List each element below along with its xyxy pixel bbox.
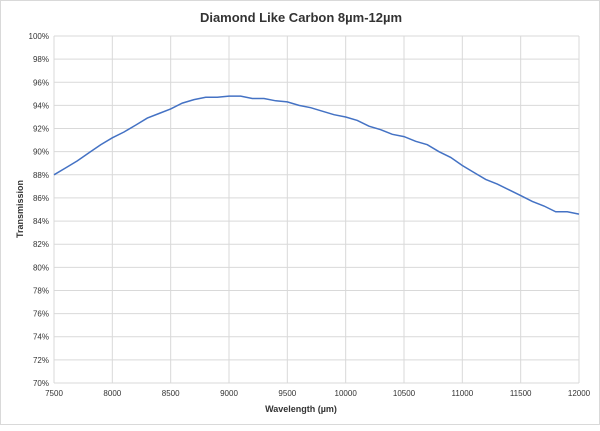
y-tick-label: 82%: [33, 240, 49, 249]
y-tick-label: 80%: [33, 263, 49, 272]
y-tick-label: 72%: [33, 356, 49, 365]
data-points: [54, 96, 579, 214]
x-tick-label: 8500: [162, 389, 180, 398]
x-tick-label: 9500: [278, 389, 296, 398]
x-tick-label: 8000: [103, 389, 121, 398]
x-tick-label: 11000: [452, 389, 474, 398]
y-tick-label: 84%: [33, 217, 49, 226]
y-tick-label: 86%: [33, 194, 49, 203]
x-axis-label: Wavelength (µm): [265, 404, 337, 414]
x-tick-label: 7500: [45, 389, 63, 398]
y-tick-label: 94%: [33, 101, 49, 110]
x-tick-label: 11500: [510, 389, 532, 398]
y-tick-label: 98%: [33, 55, 49, 64]
y-tick-label: 70%: [33, 379, 49, 388]
x-axis-ticks: 7500 8000 8500 9000 9500 10000 10500 11000 11500…: [45, 389, 591, 398]
chart-title: Diamond Like Carbon 8µm-12µm: [200, 10, 402, 25]
y-tick-label: 92%: [33, 125, 49, 134]
y-tick-label: 100%: [29, 32, 49, 41]
x-tick-label: 9000: [220, 389, 238, 398]
x-tick-label: 10000: [335, 389, 358, 398]
x-tick-label: 12000: [568, 389, 591, 398]
grid: [54, 36, 579, 383]
y-tick-label: 90%: [33, 148, 49, 157]
series-line-transmission: [54, 96, 579, 214]
y-tick-label: 76%: [33, 310, 49, 319]
y-axis-label: Transmission: [15, 180, 25, 238]
y-tick-label: 88%: [33, 171, 49, 180]
y-axis-ticks: 70% 72% 74% 76% 78% 80% 82% 84% 86% 88% 90% 92% 94% 9…: [29, 32, 49, 388]
y-tick-label: 78%: [33, 286, 49, 295]
y-tick-label: 74%: [33, 333, 49, 342]
x-tick-label: 10500: [393, 389, 416, 398]
y-tick-label: 96%: [33, 78, 49, 87]
